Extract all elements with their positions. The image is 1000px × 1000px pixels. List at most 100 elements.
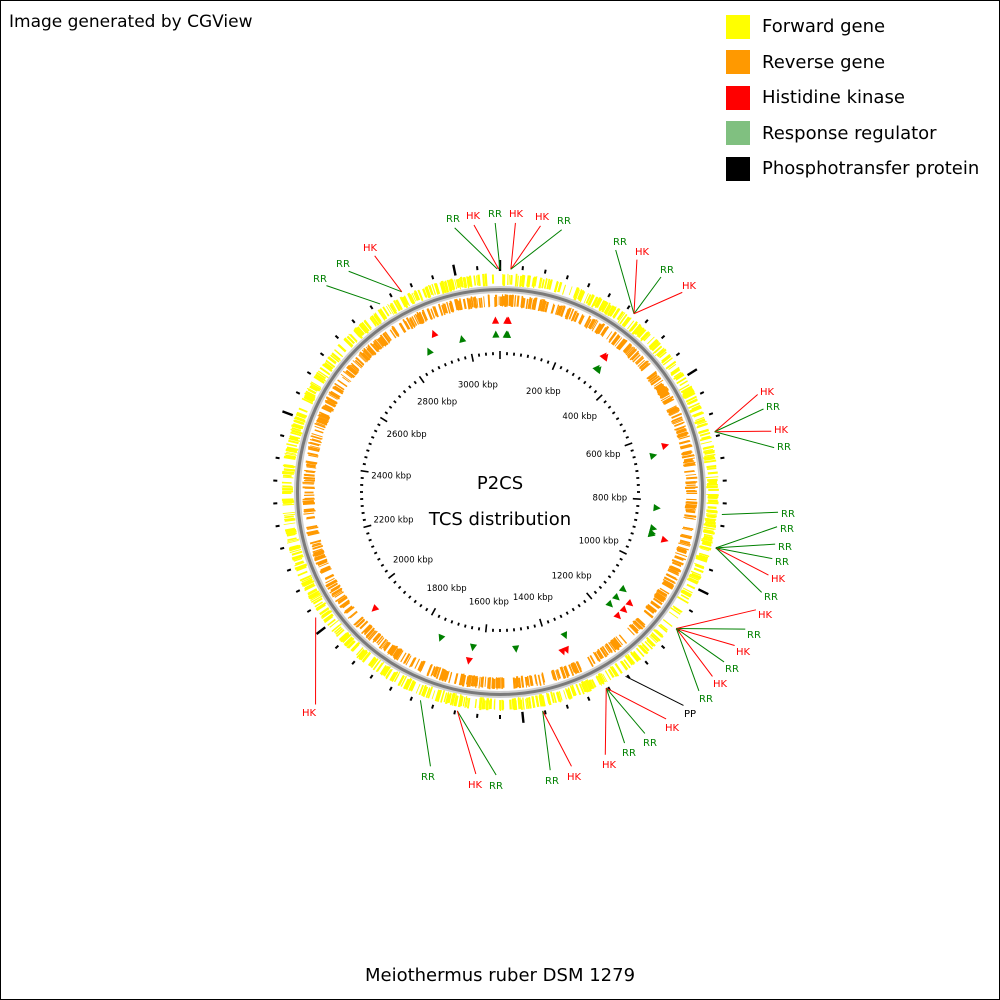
- ruler-label: 200 kbp: [526, 387, 561, 397]
- forward-gene: [283, 465, 295, 469]
- reverse-gene: [669, 568, 679, 574]
- forward-gene: [604, 670, 612, 681]
- forward-gene: [483, 700, 486, 710]
- reverse-gene: [592, 651, 599, 661]
- reverse-gene: [449, 300, 455, 313]
- reverse-gene: [564, 308, 569, 318]
- forward-gene: [358, 649, 366, 658]
- forward-gene: [598, 300, 606, 311]
- forward-gene: [403, 295, 410, 307]
- reverse-gene: [664, 399, 674, 405]
- callout-line: [510, 229, 563, 270]
- forward-gene: [282, 511, 295, 514]
- reverse-gene: [417, 660, 424, 671]
- reverse-gene: [488, 677, 492, 690]
- forward-gene: [329, 619, 339, 628]
- callout-label: HK: [665, 723, 680, 734]
- forward-gene: [293, 557, 303, 562]
- forward-gene: [646, 639, 655, 647]
- forward-gene: [652, 345, 662, 355]
- reverse-gene: [359, 620, 369, 630]
- reverse-gene: [668, 408, 678, 414]
- ruler-minor-tick: [362, 462, 366, 466]
- forward-gene: [631, 652, 639, 661]
- reverse-gene: [315, 558, 328, 565]
- reverse-gene: [684, 505, 697, 509]
- forward-gene: [293, 423, 304, 428]
- callout-label: HK: [567, 772, 582, 783]
- reverse-gene: [478, 297, 482, 308]
- forward-gene: [301, 578, 313, 586]
- ruler-minor-tick: [464, 624, 467, 628]
- rr-marker: [594, 366, 602, 375]
- callout-label: RR: [336, 259, 350, 270]
- forward-gene: [418, 684, 425, 696]
- forward-gene: [702, 540, 712, 545]
- forward-gene: [353, 330, 361, 338]
- reverse-gene: [556, 669, 562, 679]
- hk-marker: [619, 605, 628, 613]
- reverse-gene: [669, 411, 680, 417]
- reverse-gene: [366, 628, 375, 637]
- reverse-gene: [637, 359, 646, 367]
- forward-gene: [643, 333, 651, 342]
- reverse-gene: [615, 636, 623, 646]
- callout-label: RR: [613, 237, 627, 248]
- callout-label: HK: [302, 708, 317, 719]
- reverse-gene: [409, 317, 416, 328]
- forward-gene: [399, 296, 407, 308]
- reverse-gene: [658, 388, 666, 394]
- callout-label: RR: [488, 209, 502, 220]
- reverse-gene: [521, 297, 524, 309]
- callout-line: [419, 700, 431, 767]
- forward-gene: [321, 609, 331, 617]
- forward-gene: [306, 391, 316, 398]
- forward-gene: [695, 556, 708, 563]
- forward-gene: [342, 633, 352, 643]
- reverse-gene: [372, 343, 380, 353]
- reverse-gene: [648, 371, 658, 380]
- reverse-gene: [314, 423, 326, 429]
- hk-marker: [660, 535, 669, 543]
- ruler-minor-tick: [397, 394, 402, 399]
- forward-gene: [363, 319, 372, 330]
- forward-gene: [370, 315, 380, 326]
- forward-gene: [286, 528, 296, 532]
- reverse-gene: [432, 306, 438, 317]
- reverse-gene: [650, 600, 662, 609]
- ruler-label: 800 kbp: [593, 494, 628, 504]
- outer-tick: [565, 275, 569, 280]
- forward-gene: [645, 636, 656, 647]
- forward-gene: [441, 281, 446, 292]
- reverse-gene: [646, 370, 657, 380]
- reverse-gene: [674, 425, 686, 431]
- forward-gene: [474, 699, 477, 709]
- reverse-gene: [325, 400, 336, 408]
- forward-gene: [563, 690, 567, 700]
- reverse-gene: [303, 501, 314, 504]
- forward-gene: [405, 677, 412, 690]
- reverse-gene: [314, 429, 324, 434]
- ruler-minor-tick: [388, 405, 393, 409]
- forward-gene: [689, 573, 701, 580]
- forward-gene: [309, 385, 318, 392]
- reverse-gene: [309, 438, 322, 444]
- forward-gene: [372, 661, 380, 671]
- cgview-credit: Image generated by CGView: [9, 12, 253, 32]
- forward-gene: [314, 601, 323, 608]
- forward-gene: [641, 643, 650, 652]
- forward-gene: [285, 454, 297, 459]
- reverse-gene: [363, 349, 372, 359]
- reverse-gene: [680, 444, 693, 450]
- forward-gene: [294, 563, 308, 570]
- callout-line: [714, 394, 758, 433]
- reverse-gene: [650, 376, 658, 383]
- callout-line: [605, 687, 646, 734]
- reverse-gene: [364, 626, 373, 636]
- reverse-gene: [376, 635, 384, 644]
- forward-gene: [706, 524, 715, 527]
- forward-gene: [514, 699, 517, 710]
- forward-gene: [360, 651, 369, 661]
- reverse-gene: [462, 298, 467, 310]
- forward-gene: [479, 697, 483, 711]
